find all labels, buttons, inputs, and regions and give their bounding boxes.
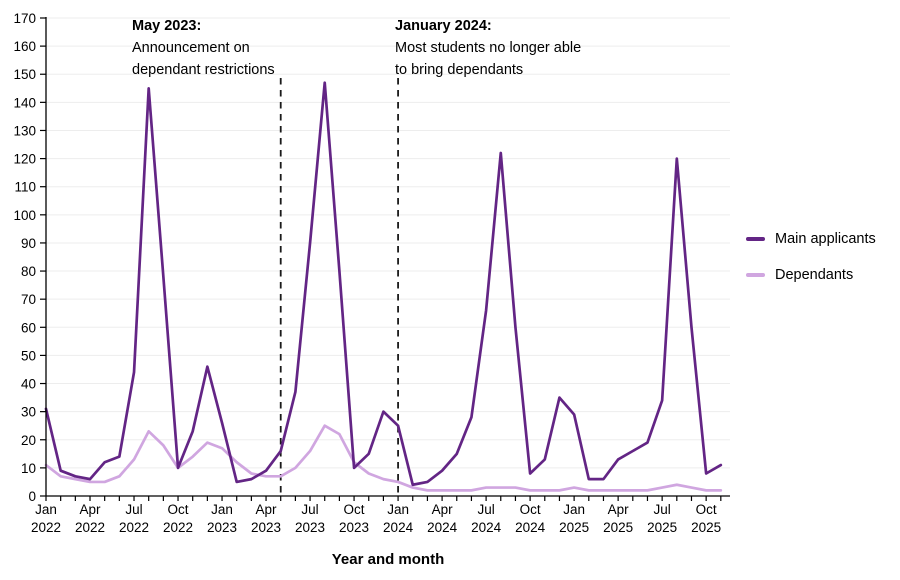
- x-tick-label: Oct 2025: [691, 502, 721, 535]
- annotation-text-line: Most students no longer able: [395, 40, 582, 56]
- annotation-title: May 2023:: [132, 18, 202, 34]
- legend-swatch-main-applicants: [746, 237, 765, 241]
- x-axis-title: Year and month: [331, 551, 445, 568]
- legend-swatch-dependants: [746, 273, 765, 277]
- y-tick-label: 170: [13, 11, 36, 26]
- x-tick-label: Apr 2024: [427, 502, 458, 535]
- y-tick-label: 50: [21, 348, 36, 363]
- x-tick-label: Jan 2023: [207, 502, 237, 535]
- y-tick-label: 80: [21, 264, 36, 279]
- y-tick-label: 20: [21, 433, 36, 448]
- main-applicants-line: [44, 81, 723, 487]
- y-tick-label: 60: [21, 320, 36, 335]
- x-tick-label: Jul 2022: [119, 502, 149, 535]
- annotation-text-line: dependant restrictions: [132, 62, 275, 78]
- x-tick-label: Jan 2022: [31, 502, 61, 535]
- annotation-january-2024: January 2024: Most students no longer ab…: [395, 15, 581, 81]
- dependants-line: [44, 424, 723, 492]
- y-tick-label: 0: [28, 489, 36, 504]
- x-tick-label: Oct 2022: [163, 502, 193, 535]
- y-tick-label: 110: [14, 180, 36, 195]
- y-tick-label: 130: [13, 123, 36, 138]
- y-tick-label: 90: [21, 236, 36, 251]
- legend-label: Dependants: [775, 267, 854, 283]
- annotation-text-line: to bring dependants: [395, 62, 524, 78]
- x-tick-label: Jul 2024: [471, 502, 502, 535]
- legend-item-dependants: Dependants: [746, 267, 876, 283]
- y-tick-label: 10: [21, 461, 36, 476]
- x-tick-label: Jan 2024: [383, 502, 414, 535]
- y-tick-label: 150: [13, 67, 36, 82]
- y-tick-label: 120: [13, 152, 36, 167]
- x-tick-label: Apr 2023: [251, 502, 281, 535]
- x-tick-label: Jul 2025: [647, 502, 677, 535]
- y-tick-label: 100: [13, 208, 36, 223]
- annotation-text-line: Announcement on: [132, 40, 250, 56]
- x-tick-label: Oct 2024: [515, 502, 546, 535]
- y-tick-label: 40: [21, 377, 36, 392]
- legend-label: Main applicants: [775, 231, 876, 247]
- x-tick-label: Oct 2023: [339, 502, 369, 535]
- x-tick-label: Jul 2023: [295, 502, 325, 535]
- x-tick-label: Apr 2022: [75, 502, 105, 535]
- legend-item-main-applicants: Main applicants: [746, 231, 876, 247]
- y-tick-label: 160: [13, 39, 36, 54]
- x-tick-label: Apr 2025: [603, 502, 633, 535]
- y-tick-label: 70: [21, 292, 36, 307]
- legend: Main applicants Dependants: [746, 231, 876, 303]
- annotation-title: January 2024:: [395, 18, 492, 34]
- y-tick-label: 30: [21, 405, 36, 420]
- annotation-may-2023: May 2023: Announcement on dependant rest…: [132, 15, 275, 81]
- y-tick-label: 140: [13, 95, 36, 110]
- x-tick-label: Jan 2025: [559, 502, 589, 535]
